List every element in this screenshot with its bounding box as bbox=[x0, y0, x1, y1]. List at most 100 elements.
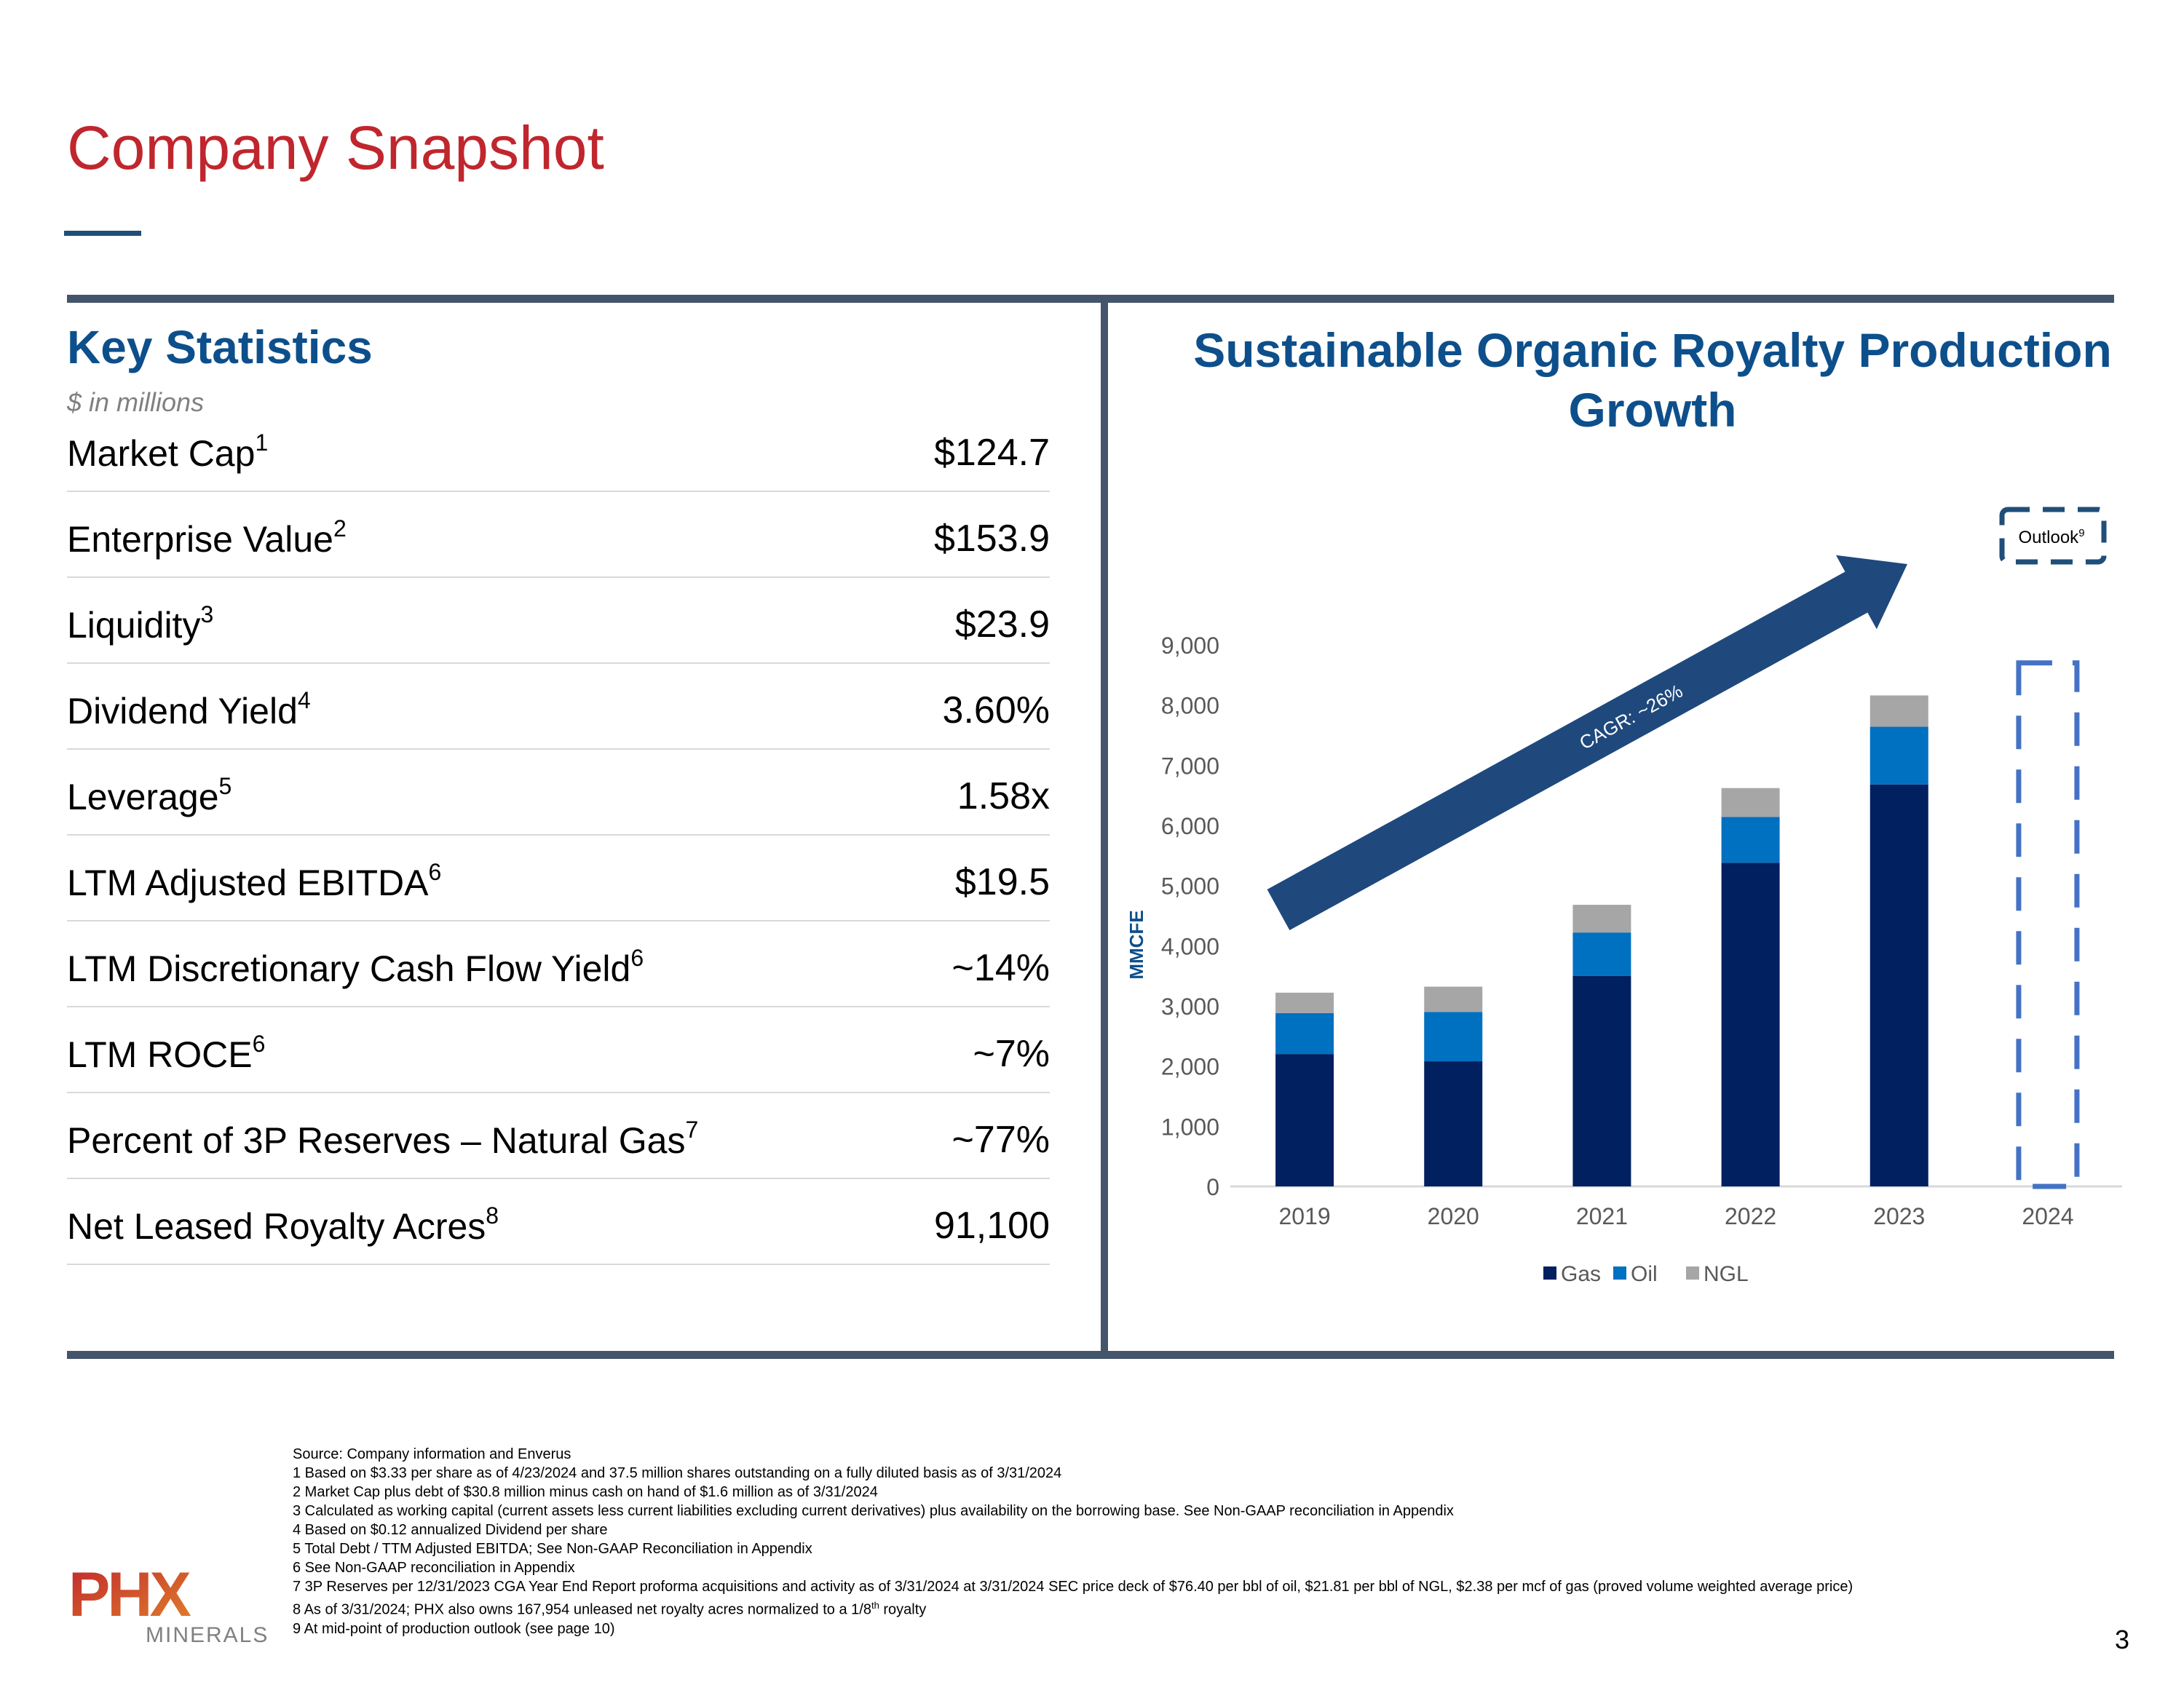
legend-swatch-oil bbox=[1613, 1266, 1626, 1280]
footnote: 5 Total Debt / TTM Adjusted EBITDA; See … bbox=[293, 1541, 812, 1557]
legend-label: NGL bbox=[1704, 1262, 1749, 1286]
outlook-dashed-bar bbox=[2016, 660, 2080, 1189]
bar-gas bbox=[1424, 1061, 1483, 1186]
stat-value: 91,100 bbox=[933, 1205, 1050, 1247]
y-tick-label: 5,000 bbox=[1161, 873, 1219, 900]
stat-value: 1.58x bbox=[957, 775, 1050, 817]
stat-label: Dividend Yield4 bbox=[67, 687, 311, 732]
bar-ngl bbox=[1721, 788, 1780, 817]
bar-gas bbox=[1572, 975, 1631, 1186]
x-tick-label: 2022 bbox=[1725, 1203, 1776, 1229]
x-tick-label: 2020 bbox=[1428, 1203, 1479, 1229]
top-divider bbox=[67, 295, 2114, 303]
x-tick-label: 2019 bbox=[1278, 1203, 1330, 1229]
logo-subtext: MINERALS bbox=[146, 1623, 269, 1647]
legend-label: Oil bbox=[1631, 1262, 1658, 1286]
footnote: 8 As of 3/31/2024; PHX also owns 167,954… bbox=[293, 1600, 927, 1618]
stat-label: LTM ROCE6 bbox=[67, 1031, 266, 1075]
stat-row: Percent of 3P Reserves – Natural Gas7 ~77… bbox=[67, 1092, 1050, 1179]
production-chart: 0 1,000 2,000 3,000 4,000 5,000 6,000 7,000 8,00… bbox=[1125, 507, 2122, 1286]
vertical-divider bbox=[1101, 298, 1108, 1354]
page-number: 3 bbox=[2115, 1625, 2130, 1654]
stat-label: Liquidity3 bbox=[67, 601, 214, 646]
footnote: 9 At mid-point of production outlook (se… bbox=[293, 1620, 615, 1637]
y-tick-label: 7,000 bbox=[1161, 753, 1219, 779]
footnote-ref: 7 bbox=[685, 1117, 699, 1143]
footnote-ref: 5 bbox=[218, 773, 232, 799]
stat-label: Net Leased Royalty Acres8 bbox=[67, 1202, 499, 1247]
bar-oil bbox=[1870, 726, 1928, 785]
stat-label: Percent of 3P Reserves – Natural Gas7 bbox=[67, 1117, 699, 1161]
logo-text: PHX bbox=[68, 1565, 191, 1623]
stat-value: $19.5 bbox=[954, 861, 1050, 903]
bar-gas bbox=[1275, 1054, 1334, 1186]
footnote: 2 Market Cap plus debt of $30.8 million … bbox=[293, 1484, 878, 1500]
stat-value: $153.9 bbox=[933, 518, 1050, 560]
chart-title: Sustainable Organic Royalty Production G… bbox=[1193, 323, 2112, 437]
bar-oil bbox=[1275, 1012, 1334, 1055]
footnote-ref: 8 bbox=[486, 1202, 499, 1229]
growth-arrow: CAGR: ~26% bbox=[1267, 555, 1908, 931]
stat-row: Market Cap1 $124.7 bbox=[67, 405, 1050, 492]
footnote-ref: 2 bbox=[333, 515, 347, 542]
bar-ngl bbox=[1424, 986, 1483, 1012]
bar-oil bbox=[1572, 932, 1631, 976]
y-tick-label: 6,000 bbox=[1161, 813, 1219, 839]
footnote-ref: 1 bbox=[255, 429, 269, 456]
stat-label: Enterprise Value2 bbox=[67, 515, 347, 560]
title-underline bbox=[64, 231, 141, 236]
stat-value: $23.9 bbox=[954, 603, 1050, 646]
footnote: 7 3P Reserves per 12/31/2023 CGA Year En… bbox=[293, 1579, 1853, 1595]
y-tick-label: 2,000 bbox=[1161, 1054, 1219, 1080]
stat-row: Liquidity3 $23.9 bbox=[67, 576, 1050, 664]
y-tick-label: 4,000 bbox=[1161, 933, 1219, 959]
legend-label: Gas bbox=[1561, 1262, 1601, 1286]
stat-value: ~14% bbox=[951, 947, 1050, 989]
stat-row: Net Leased Royalty Acres8 91,100 bbox=[67, 1178, 1050, 1265]
x-tick-label: 2023 bbox=[1873, 1203, 1925, 1229]
stat-row: LTM Discretionary Cash Flow Yield6 ~14% bbox=[67, 920, 1050, 1007]
footnote-ref: 3 bbox=[200, 601, 214, 627]
y-axis-label: MMCFE bbox=[1125, 910, 1147, 979]
x-tick-label: 2024 bbox=[2022, 1203, 2073, 1229]
bar-gas bbox=[1721, 863, 1780, 1186]
key-statistics-heading: Key Statistics bbox=[67, 321, 373, 373]
footnote: 4 Based on $0.12 annualized Dividend per… bbox=[293, 1522, 608, 1538]
growth-arrow-shape bbox=[1267, 555, 1908, 931]
y-tick-label: 9,000 bbox=[1161, 633, 1219, 659]
stat-row: Dividend Yield4 3.60% bbox=[67, 662, 1050, 750]
bar-ngl bbox=[1275, 992, 1334, 1013]
key-statistics-units: $ in millions bbox=[67, 387, 205, 417]
stat-label: LTM Adjusted EBITDA6 bbox=[67, 859, 442, 903]
bar-oil bbox=[1424, 1012, 1483, 1062]
footnote: 3 Calculated as working capital (current… bbox=[293, 1503, 1454, 1519]
stat-label: LTM Discretionary Cash Flow Yield6 bbox=[67, 945, 644, 989]
footnotes: Source: Company information and Enverus 1… bbox=[293, 1445, 2076, 1638]
y-tick-label: 3,000 bbox=[1161, 994, 1219, 1020]
footnote: 6 See Non-GAAP reconciliation in Appendi… bbox=[293, 1560, 575, 1576]
x-tick-label: 2021 bbox=[1576, 1203, 1628, 1229]
y-tick-label: 0 bbox=[1206, 1174, 1219, 1200]
y-tick-label: 8,000 bbox=[1161, 693, 1219, 719]
stat-value: ~7% bbox=[973, 1033, 1050, 1075]
stat-row: Leverage5 1.58x bbox=[67, 748, 1050, 836]
bar-oil bbox=[1721, 817, 1780, 863]
stat-row: Enterprise Value2 $153.9 bbox=[67, 491, 1050, 578]
y-tick-label: 1,000 bbox=[1161, 1114, 1219, 1140]
stat-value: $124.7 bbox=[933, 432, 1050, 474]
footnote: Source: Company information and Enverus bbox=[293, 1446, 571, 1462]
legend-swatch-ngl bbox=[1686, 1266, 1699, 1280]
footnote-ref: 6 bbox=[252, 1031, 266, 1057]
bar-ngl bbox=[1870, 695, 1928, 727]
footnote-ref: 4 bbox=[297, 687, 311, 713]
stat-value: ~77% bbox=[951, 1119, 1050, 1161]
phx-logo: PHX bbox=[68, 1565, 194, 1623]
bottom-divider bbox=[67, 1351, 2114, 1359]
stat-value: 3.60% bbox=[942, 689, 1050, 732]
stat-row: LTM Adjusted EBITDA6 $19.5 bbox=[67, 834, 1050, 921]
bar-gas bbox=[1870, 784, 1928, 1186]
footnote: 1 Based on $3.33 per share as of 4/23/20… bbox=[293, 1465, 1062, 1481]
stat-row: LTM ROCE6 ~7% bbox=[67, 1006, 1050, 1093]
stat-label: Leverage5 bbox=[67, 773, 232, 817]
stat-label: Market Cap1 bbox=[67, 429, 269, 474]
